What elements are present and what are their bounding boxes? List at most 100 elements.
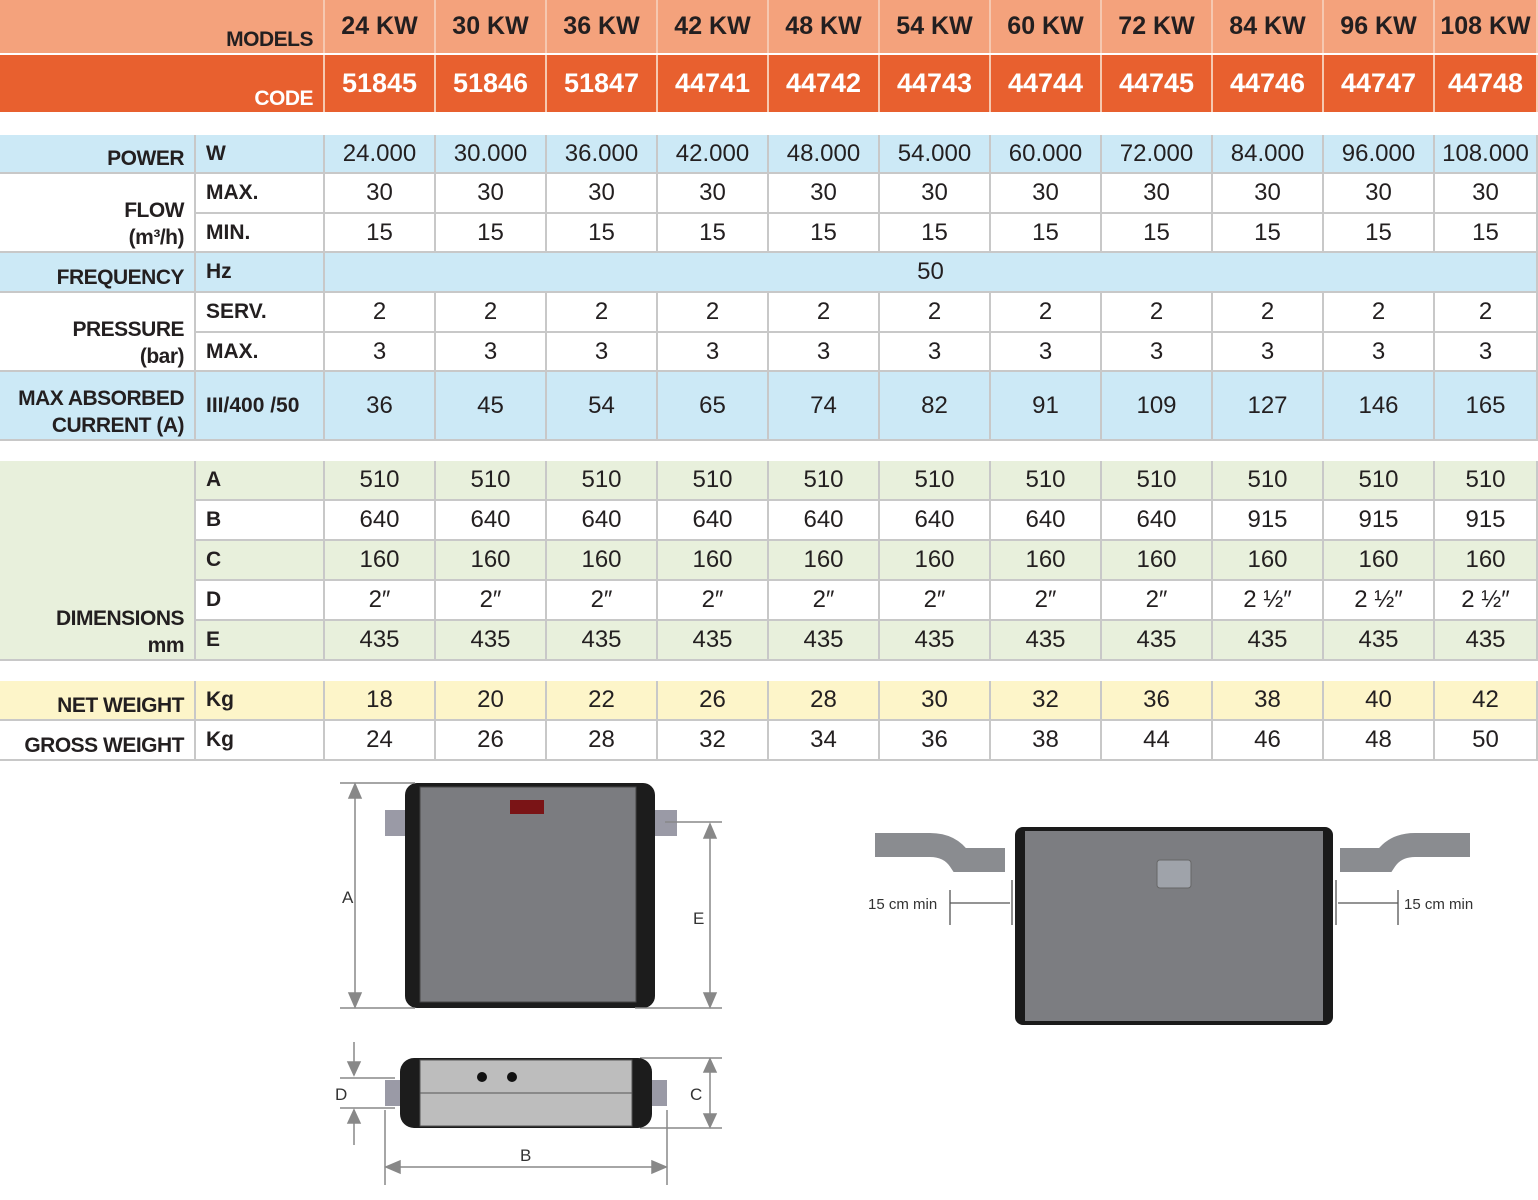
models-label: MODELS	[0, 0, 325, 53]
flow-value: 30	[1213, 174, 1324, 214]
model-code: 51845	[325, 55, 436, 112]
net-weight-value: 36	[1102, 681, 1213, 721]
model-code: 51847	[547, 55, 658, 112]
dimensions-value: 640	[547, 501, 658, 541]
current-value: 65	[658, 372, 769, 441]
flow-value: 15	[1435, 214, 1538, 253]
pressure-value: 3	[325, 333, 436, 372]
net-weight-value: 28	[769, 681, 880, 721]
dimensions-value: 2″	[769, 581, 880, 621]
model-code: 44745	[1102, 55, 1213, 112]
dimensions-value: 510	[1324, 461, 1435, 501]
gross-weight-value: 28	[547, 721, 658, 761]
pressure-value: 2	[991, 293, 1102, 333]
flow-value: 15	[1324, 214, 1435, 253]
current-value: 146	[1324, 372, 1435, 441]
dimensions-unit: D	[196, 581, 325, 621]
flow-value: 30	[658, 174, 769, 214]
dimensions-value: 915	[1213, 501, 1324, 541]
dimensions-unit: C	[196, 541, 325, 581]
model-code: 44742	[769, 55, 880, 112]
pressure-value: 3	[769, 333, 880, 372]
net-weight-value: 32	[991, 681, 1102, 721]
flow-label-line: FLOW	[124, 199, 184, 222]
pressure-value: 2	[769, 293, 880, 333]
model-code: 44746	[1213, 55, 1324, 112]
model-header: 96 KW	[1324, 0, 1435, 53]
dimensions-value: 160	[769, 541, 880, 581]
power-value: 48.000	[769, 135, 880, 174]
pressure-value: 3	[658, 333, 769, 372]
model-code: 44741	[658, 55, 769, 112]
dim-label-e: E	[693, 909, 704, 928]
flow-value: 30	[1435, 174, 1538, 214]
dim-label-c: C	[690, 1085, 702, 1104]
dimensions-unit: A	[196, 461, 325, 501]
model-header: 60 KW	[991, 0, 1102, 53]
flow-value: 15	[991, 214, 1102, 253]
dimensions-value: 2″	[880, 581, 991, 621]
current-value: 54	[547, 372, 658, 441]
dimensions-value: 160	[991, 541, 1102, 581]
flow-value: 30	[880, 174, 991, 214]
dimensions-value: 510	[436, 461, 547, 501]
pressure-label-line: PRESSURE	[72, 318, 184, 341]
flow-value: 15	[658, 214, 769, 253]
dimensions-value: 435	[547, 621, 658, 661]
dimensions-value: 915	[1324, 501, 1435, 541]
dimensions-value: 435	[658, 621, 769, 661]
gross-weight-value: 26	[436, 721, 547, 761]
dimensions-label: DIMENSIONS mm	[0, 461, 196, 661]
current-value: 109	[1102, 372, 1213, 441]
net-weight-value: 26	[658, 681, 769, 721]
frequency-label: FREQUENCY	[0, 253, 196, 293]
model-code: 44744	[991, 55, 1102, 112]
clearance-right-label: 15 cm min	[1404, 896, 1473, 913]
current-label: MAX ABSORBED CURRENT (A)	[0, 372, 196, 441]
gross-weight-value: 34	[769, 721, 880, 761]
model-code: 44747	[1324, 55, 1435, 112]
dimension-lines	[340, 782, 722, 1185]
side-view-heater	[385, 1058, 667, 1128]
power-value: 60.000	[991, 135, 1102, 174]
gross-weight-value: 36	[880, 721, 991, 761]
dimensions-value: 640	[880, 501, 991, 541]
dimensions-value: 435	[880, 621, 991, 661]
pressure-unit: MAX.	[196, 333, 325, 372]
frequency-label-line: FREQUENCY	[56, 266, 185, 289]
model-code: 44743	[880, 55, 991, 112]
dimensions-value: 2 ½″	[1324, 581, 1435, 621]
net-weight-value: 22	[547, 681, 658, 721]
flow-value: 30	[325, 174, 436, 214]
power-value: 96.000	[1324, 135, 1435, 174]
pressure-value: 2	[547, 293, 658, 333]
net-weight-value: 30	[880, 681, 991, 721]
power-value: 24.000	[325, 135, 436, 174]
gross-weight-value: 38	[991, 721, 1102, 761]
flow-value: 15	[1102, 214, 1213, 253]
dimensions-value: 160	[880, 541, 991, 581]
gross-weight-label: GROSS WEIGHT	[0, 721, 196, 761]
current-label-line: MAX ABSORBED	[18, 387, 184, 410]
dimensions-value: 640	[991, 501, 1102, 541]
pressure-value: 2	[1324, 293, 1435, 333]
heater-with-pipes	[875, 827, 1470, 1025]
power-value: 42.000	[658, 135, 769, 174]
dimensions-value: 160	[1435, 541, 1538, 581]
dimensions-value: 435	[1435, 621, 1538, 661]
power-value: 30.000	[436, 135, 547, 174]
front-and-side-dimension-drawing: A E D C B	[335, 782, 722, 1185]
flow-unit: MAX.	[196, 174, 325, 214]
pressure-value: 2	[880, 293, 991, 333]
dim-label-a: A	[342, 888, 354, 907]
dimensions-value: 510	[1213, 461, 1324, 501]
pressure-value: 2	[658, 293, 769, 333]
net-weight-value: 20	[436, 681, 547, 721]
flow-value: 15	[547, 214, 658, 253]
flow-value: 15	[1213, 214, 1324, 253]
dimensions-value: 435	[991, 621, 1102, 661]
dimensions-value: 640	[1102, 501, 1213, 541]
pressure-value: 3	[436, 333, 547, 372]
model-code: 51846	[436, 55, 547, 112]
pressure-value: 3	[1102, 333, 1213, 372]
